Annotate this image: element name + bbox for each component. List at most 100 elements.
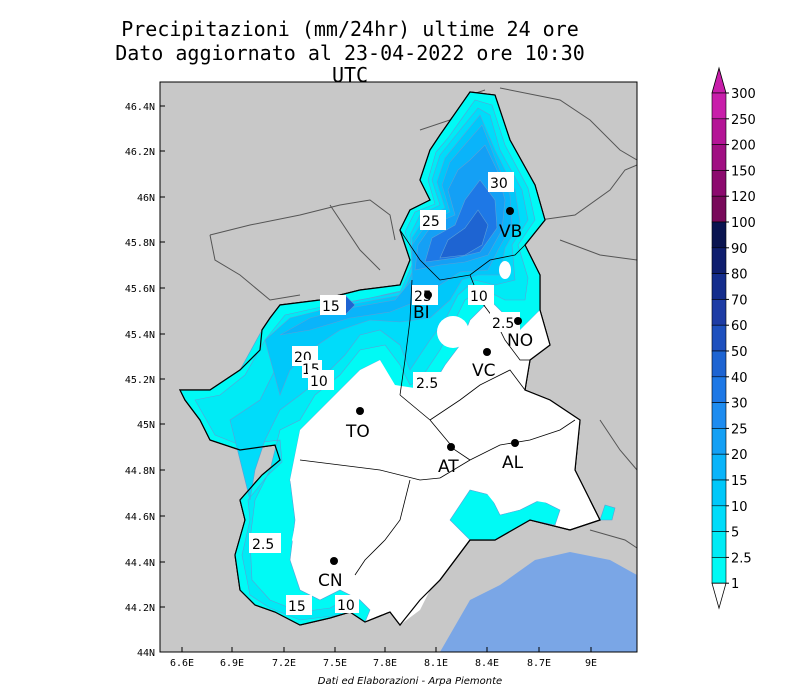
city-label-vc: VC <box>472 361 496 381</box>
legend-label: 80 <box>731 268 748 283</box>
city-label-bi: BI <box>413 303 430 323</box>
city-marker-bi <box>424 291 432 299</box>
city-label-no: NO <box>507 331 533 351</box>
legend-label: 30 <box>731 397 748 412</box>
legend-swatch <box>711 170 727 197</box>
lat-tick: 44.4N <box>125 558 155 569</box>
legend-swatch <box>711 299 727 326</box>
legend-label: 10 <box>731 500 748 515</box>
contour-label: 30 <box>490 176 508 192</box>
lat-tick: 44.6N <box>125 512 155 523</box>
contour-labels: 30 25 25 10 2.5 15 20 15 10 2.5 2.5 15 1… <box>249 172 520 615</box>
city-label-cn: CN <box>318 571 343 591</box>
legend-swatch <box>711 505 727 532</box>
legend-swatch <box>711 350 727 378</box>
legend-label: 250 <box>731 113 756 128</box>
dry-patches <box>290 261 590 625</box>
legend-label: 50 <box>731 345 748 360</box>
legend-label: 150 <box>731 164 756 179</box>
lon-tick: 7.8E <box>373 658 397 669</box>
legend-label: 1 <box>731 577 739 592</box>
lon-tick: 9E <box>585 658 597 669</box>
legend-label: 5 <box>731 526 739 541</box>
legend-label: 100 <box>731 216 756 231</box>
legend-label: 70 <box>731 293 748 308</box>
lat-tick: 46.4N <box>125 102 155 113</box>
legend-label: 300 <box>731 87 756 102</box>
legend-swatch <box>711 453 727 481</box>
lat-tick: 45.4N <box>125 330 155 341</box>
lat-tick: 46.2N <box>125 147 155 158</box>
contour-label: 25 <box>422 214 440 230</box>
lon-tick: 6.6E <box>170 658 194 669</box>
city-label-to: TO <box>345 422 370 442</box>
legend-swatch <box>711 479 727 507</box>
city-label-at: AT <box>438 457 459 477</box>
legend-swatch <box>711 402 727 429</box>
legend-swatch <box>711 376 727 403</box>
legend-swatch <box>711 221 727 249</box>
map-subtitle: Dato aggiornato al 23-04-2022 ore 10:30 … <box>115 41 585 87</box>
lon-tick: 7.5E <box>323 658 347 669</box>
lat-tick: 45N <box>137 420 155 431</box>
lon-ticks: 6.6E 6.9E 7.2E 7.5E 7.8E 8.1E 8.4E 8.7E … <box>170 658 597 669</box>
lon-tick: 6.9E <box>220 658 244 669</box>
contour-label: 15 <box>322 299 340 315</box>
lat-tick: 44.8N <box>125 466 155 477</box>
contour-label: 10 <box>337 598 355 614</box>
contour-label: 2.5 <box>492 316 514 332</box>
lon-tick: 7.2E <box>272 658 296 669</box>
legend-swatch <box>711 428 727 455</box>
legend-swatch <box>711 118 727 145</box>
lat-tick: 46N <box>137 193 155 204</box>
legend-label: 40 <box>731 371 748 386</box>
credit-text: Dati ed Elaborazioni - Arpa Piemonte <box>317 676 503 687</box>
contour-label: 10 <box>470 289 488 305</box>
plot-frame <box>159 81 638 653</box>
city-marker-vc <box>483 348 491 356</box>
legend-swatch <box>711 273 727 300</box>
lat-tick-marks <box>160 105 165 608</box>
legend-swatch <box>711 247 727 274</box>
city-marker-cn <box>330 557 338 565</box>
contour-label: 15 <box>288 599 306 615</box>
legend-swatch <box>711 324 727 352</box>
contour-label: 10 <box>310 374 328 390</box>
city-marker-al <box>511 439 519 447</box>
legend-label: 25 <box>731 422 748 437</box>
legend-swatch <box>711 144 727 171</box>
lat-tick: 45.8N <box>125 238 155 249</box>
legend-swatch <box>711 92 727 120</box>
city-marker-no <box>514 317 522 325</box>
legend-swatch <box>711 531 727 558</box>
lon-tick-marks <box>181 647 592 652</box>
contour-label: 2.5 <box>416 376 438 392</box>
color-legend: 3002502001501201009080706050403025201510… <box>711 66 756 610</box>
legend-label: 90 <box>731 242 748 257</box>
legend-label: 15 <box>731 474 748 489</box>
legend-label: 60 <box>731 319 748 334</box>
legend-label: 120 <box>731 190 756 205</box>
lon-tick: 8.1E <box>424 658 448 669</box>
legend-arrow-bottom <box>711 582 727 610</box>
legend-label: 2.5 <box>731 551 752 566</box>
legend-label: 20 <box>731 448 748 463</box>
map-title: Precipitazioni (mm/24hr) ultime 24 ore <box>121 17 579 41</box>
sea-area <box>440 552 637 652</box>
city-marker-to <box>356 407 364 415</box>
lat-tick: 44N <box>137 648 155 659</box>
lat-tick: 44.2N <box>125 603 155 614</box>
legend-label: 200 <box>731 139 756 154</box>
city-label-al: AL <box>502 453 524 473</box>
city-label-vb: VB <box>499 222 522 242</box>
lon-tick: 8.7E <box>527 658 551 669</box>
legend-arrow-top <box>711 66 727 94</box>
city-marker-vb <box>506 207 514 215</box>
lat-tick: 45.2N <box>125 375 155 386</box>
lat-ticks: 46.4N 46.2N 46N 45.8N 45.6N 45.4N 45.2N … <box>125 102 155 659</box>
contour-label: 2.5 <box>252 537 274 553</box>
legend-swatch <box>711 195 727 223</box>
legend-swatch <box>711 557 727 584</box>
city-markers: VB BI NO VC TO AT AL CN <box>318 207 533 591</box>
